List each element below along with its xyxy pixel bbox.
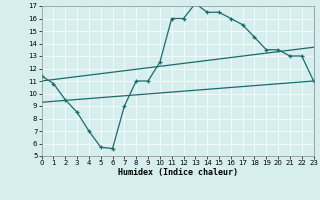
X-axis label: Humidex (Indice chaleur): Humidex (Indice chaleur) <box>118 168 237 177</box>
